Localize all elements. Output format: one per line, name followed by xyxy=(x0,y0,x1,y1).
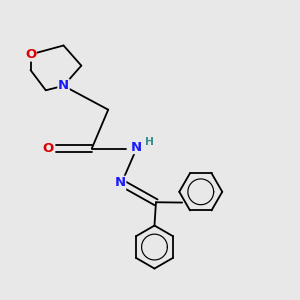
Text: N: N xyxy=(58,79,69,92)
Text: H: H xyxy=(145,137,154,147)
Text: O: O xyxy=(25,48,36,61)
Text: O: O xyxy=(43,142,54,155)
Text: N: N xyxy=(115,176,126,189)
Text: N: N xyxy=(131,140,142,154)
